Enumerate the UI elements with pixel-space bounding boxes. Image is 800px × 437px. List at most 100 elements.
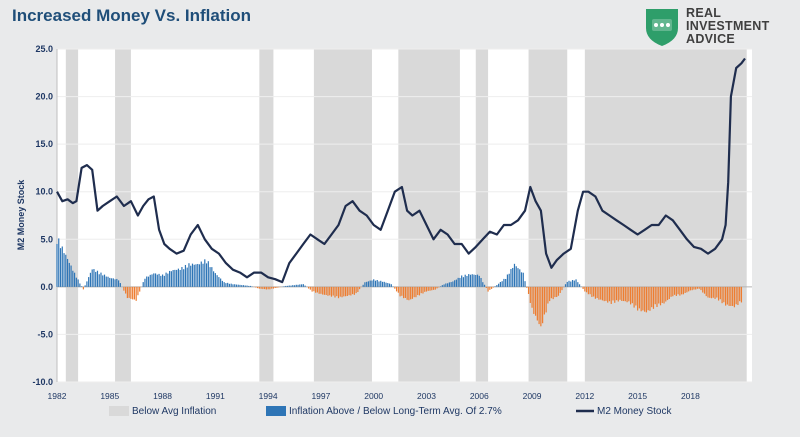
inflation-bar (288, 285, 290, 287)
chart-title: Increased Money Vs. Inflation (12, 6, 252, 25)
inflation-bar (313, 286, 315, 292)
inflation-bar (702, 286, 704, 293)
inflation-bar (665, 286, 667, 302)
inflation-bar (135, 286, 137, 301)
inflation-bar (698, 286, 700, 289)
inflation-bar (197, 263, 199, 287)
inflation-bar (390, 284, 392, 287)
inflation-bar (429, 286, 431, 291)
inflation-bar (735, 286, 737, 305)
inflation-bar (490, 286, 493, 289)
inflation-bar (686, 286, 688, 293)
inflation-bar (696, 286, 699, 289)
inflation-bar (594, 286, 597, 299)
inflation-bar (730, 286, 732, 306)
inflation-bar (216, 275, 218, 287)
inflation-bar (705, 286, 707, 297)
inflation-bar (151, 274, 153, 287)
inflation-bar (110, 278, 113, 287)
inflation-bar (557, 286, 560, 296)
inflation-bar (139, 286, 141, 292)
inflation-bar (348, 286, 350, 296)
inflation-bar (642, 286, 644, 311)
inflation-bar (489, 286, 491, 290)
inflation-bar (633, 286, 635, 308)
inflation-bar (725, 286, 727, 306)
inflation-bar (172, 270, 174, 287)
inflation-bar (369, 280, 371, 287)
inflation-bar (561, 286, 563, 291)
inflation-bar (482, 282, 484, 287)
inflation-bar (167, 273, 169, 287)
inflation-bar (334, 286, 336, 298)
inflation-bar (468, 274, 470, 287)
inflation-bar (441, 285, 443, 287)
inflation-bar (469, 274, 472, 287)
inflation-bar (534, 286, 537, 316)
inflation-bar (651, 286, 653, 308)
inflation-bar (235, 284, 238, 287)
inflation-bar (719, 286, 721, 300)
inflation-bar (679, 286, 681, 296)
inflation-bar (552, 286, 554, 300)
inflation-bar (589, 286, 591, 295)
inflation-bar (142, 282, 144, 287)
inflation-bar (200, 261, 202, 287)
inflation-bar (86, 281, 88, 287)
inflation-bar (267, 286, 269, 290)
inflation-bar (341, 286, 343, 298)
inflation-bar (394, 286, 396, 289)
inflation-bar (598, 286, 600, 300)
below-avg-shade (475, 49, 489, 382)
inflation-bar (645, 286, 648, 313)
inflation-bar (707, 286, 709, 298)
inflation-bar (388, 283, 391, 287)
inflation-bar (330, 286, 333, 297)
inflation-bar (644, 286, 646, 312)
legend-label-inflation: Inflation Above / Below Long-Term Avg. O… (289, 406, 502, 417)
inflation-bar (647, 286, 649, 311)
inflation-bar (475, 274, 477, 287)
inflation-bar (374, 280, 377, 287)
inflation-bar (137, 286, 139, 296)
inflation-bar (600, 286, 602, 300)
inflation-bar (587, 286, 589, 295)
inflation-bar (212, 271, 215, 287)
inflation-bar (519, 269, 521, 287)
inflation-bar (68, 262, 70, 287)
inflation-bar (709, 286, 711, 298)
inflation-bar (670, 286, 672, 297)
x-tick-label: 2009 (523, 391, 542, 401)
inflation-bar (737, 286, 739, 306)
inflation-bar (362, 284, 364, 287)
inflation-bar (290, 285, 292, 287)
inflation-bar (406, 286, 408, 300)
inflation-bar (366, 281, 368, 287)
inflation-bar (311, 286, 313, 292)
inflation-bar (427, 286, 429, 291)
inflation-bar (79, 283, 81, 287)
inflation-bar (586, 286, 588, 293)
inflation-bar (549, 286, 551, 302)
inflation-bar (464, 274, 466, 287)
inflation-bar (183, 269, 185, 287)
inflation-bar (480, 277, 482, 287)
inflation-bar (353, 286, 355, 295)
x-tick-label: 1991 (206, 391, 225, 401)
inflation-bar (65, 254, 67, 287)
inflation-bar (395, 286, 398, 292)
inflation-bar (373, 279, 375, 287)
inflation-bar (652, 286, 655, 309)
inflation-bar (658, 286, 660, 304)
inflation-bar (628, 286, 630, 302)
inflation-bar (498, 283, 500, 287)
inflation-bar (107, 276, 109, 287)
inflation-bar (112, 278, 114, 287)
inflation-bar (622, 286, 625, 302)
inflation-bar (554, 286, 556, 298)
inflation-bar (529, 286, 531, 303)
inflation-bar (492, 286, 494, 288)
inflation-bar (436, 286, 438, 289)
inflation-bar (716, 286, 718, 298)
